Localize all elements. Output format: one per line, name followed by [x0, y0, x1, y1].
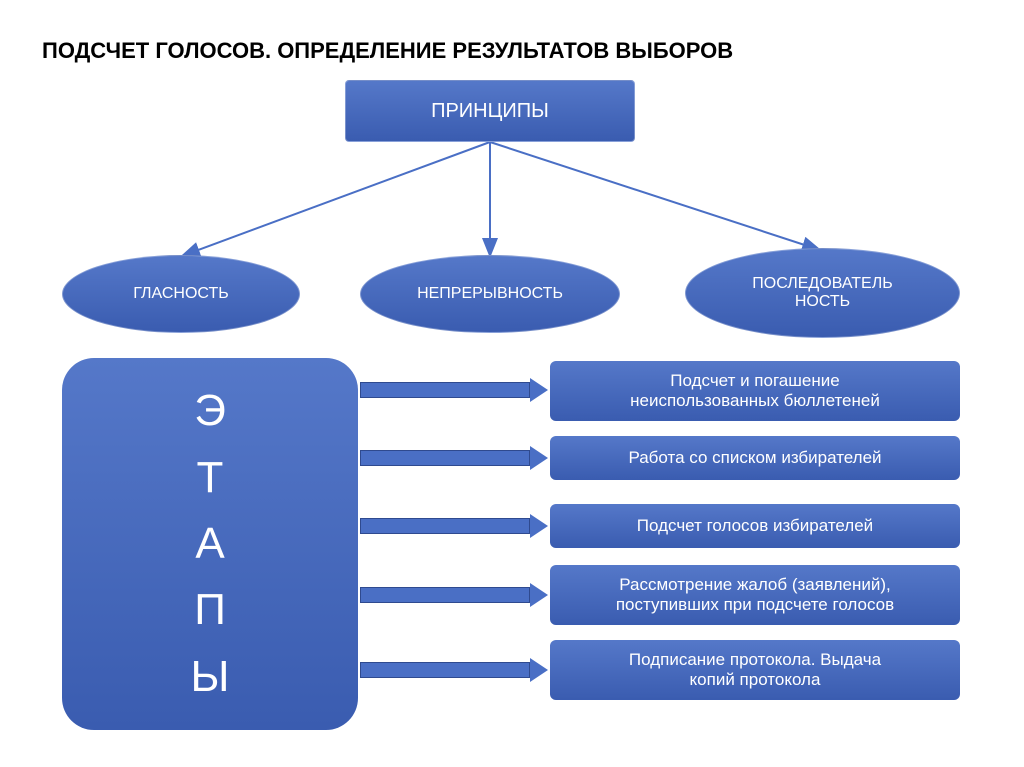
- step-box-1: Работа со списком избирателей: [550, 436, 960, 480]
- arrow-head: [530, 658, 548, 682]
- arrow-body: [360, 662, 530, 678]
- step-box-0: Подсчет и погашение неиспользованных бюл…: [550, 361, 960, 421]
- stages-label-box: ЭТАПЫ: [62, 358, 358, 730]
- stages-letter-4: Ы: [191, 652, 230, 702]
- stages-letter-2: А: [195, 519, 224, 569]
- principles-header: ПРИНЦИПЫ: [345, 80, 635, 142]
- arrow-head: [530, 446, 548, 470]
- step-arrow-4: [360, 658, 548, 682]
- principles-header-label: ПРИНЦИПЫ: [431, 100, 549, 123]
- step-box-3: Рассмотрение жалоб (заявлений), поступив…: [550, 565, 960, 625]
- arrow-head: [530, 378, 548, 402]
- arrow-body: [360, 518, 530, 534]
- page-title: ПОДСЧЕТ ГОЛОСОВ. ОПРЕДЕЛЕНИЕ РЕЗУЛЬТАТОВ…: [42, 38, 733, 64]
- arrow-body: [360, 450, 530, 466]
- step-arrow-1: [360, 446, 548, 470]
- step-arrow-3: [360, 583, 548, 607]
- connector-0: [182, 142, 490, 256]
- step-box-2: Подсчет голосов избирателей: [550, 504, 960, 548]
- step-arrow-2: [360, 514, 548, 538]
- step-box-4: Подписание протокола. Выдача копий прото…: [550, 640, 960, 700]
- arrow-body: [360, 587, 530, 603]
- arrow-head: [530, 514, 548, 538]
- principle-ellipse-2: ПОСЛЕДОВАТЕЛЬ НОСТЬ: [685, 248, 960, 338]
- step-arrow-0: [360, 378, 548, 402]
- arrow-body: [360, 382, 530, 398]
- arrow-head: [530, 583, 548, 607]
- principle-ellipse-0: ГЛАСНОСТЬ: [62, 255, 300, 333]
- stages-letter-3: П: [194, 585, 226, 635]
- stages-letter-1: Т: [197, 453, 224, 503]
- stages-letter-0: Э: [194, 386, 226, 436]
- principle-ellipse-1: НЕПРЕРЫВНОСТЬ: [360, 255, 620, 333]
- connector-2: [490, 142, 820, 250]
